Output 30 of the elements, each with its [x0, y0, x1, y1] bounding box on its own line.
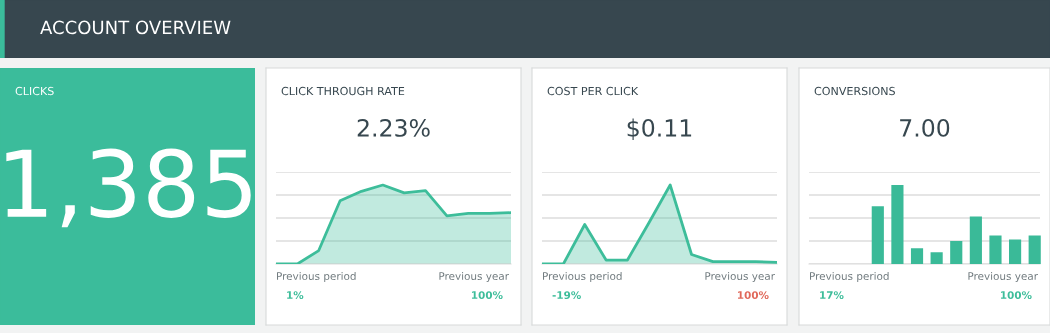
text: Previous year	[439, 271, 509, 283]
text: 100%	[1000, 291, 1032, 300]
chart-subtitle: $0.11	[627, 118, 692, 140]
text: Previous period	[810, 271, 889, 283]
text: Previous year	[705, 271, 775, 283]
text: Previous year	[968, 271, 1038, 283]
text: Previous period	[543, 271, 622, 283]
bar	[950, 241, 963, 264]
text: CLICKS	[15, 86, 54, 96]
bar	[930, 252, 943, 264]
chart-subtitle: 7.00	[900, 118, 950, 137]
text: 17%	[820, 291, 844, 300]
bar	[989, 235, 1002, 264]
bar	[891, 185, 904, 264]
bar	[871, 206, 884, 264]
chart-title: CONVERSIONS	[814, 86, 895, 96]
bar	[969, 216, 982, 264]
bar	[1009, 239, 1022, 264]
text: -19%	[552, 291, 581, 300]
text: 1%	[287, 291, 304, 300]
text: 100%	[471, 291, 503, 300]
text: Previous period	[277, 271, 356, 283]
text: ACCOUNT OVERVIEW	[40, 20, 231, 35]
text: 1,385	[6, 148, 251, 228]
chart-title: COST PER CLICK	[547, 86, 639, 96]
chart-title: CLICK THROUGH RATE	[281, 86, 405, 96]
bar	[1028, 235, 1041, 264]
bar	[910, 248, 924, 264]
chart-subtitle: 2.23%	[357, 118, 430, 137]
text: 100%	[737, 291, 769, 300]
